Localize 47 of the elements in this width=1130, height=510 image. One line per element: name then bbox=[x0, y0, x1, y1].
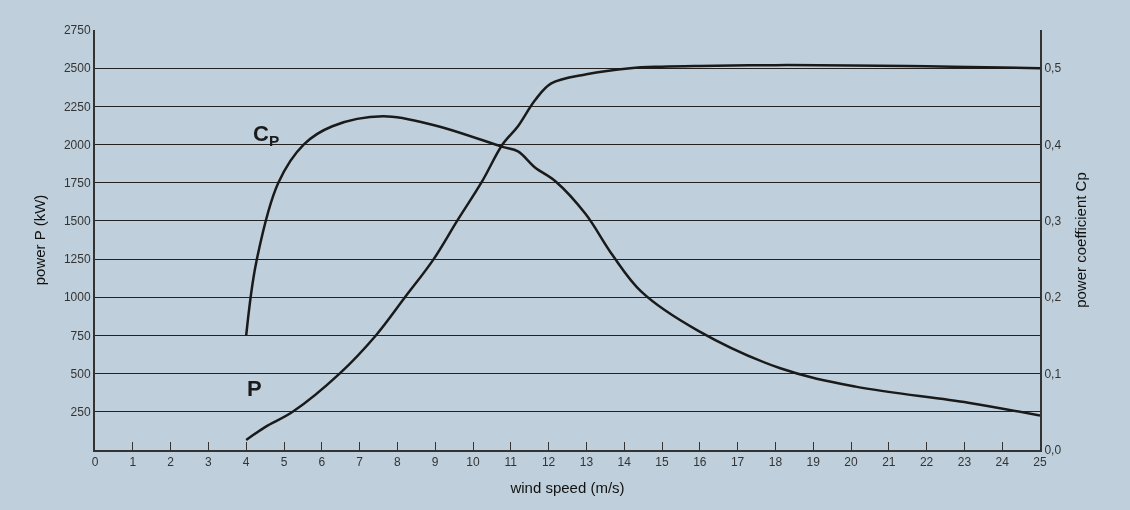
x-tick-label: 8 bbox=[394, 455, 402, 470]
y-tick-label: 2000 bbox=[63, 137, 91, 152]
y2-tick-label: 0,5 bbox=[1044, 61, 1062, 76]
x-tick-label: 4 bbox=[242, 455, 250, 470]
y-tick-label: 2500 bbox=[63, 61, 91, 76]
x-tick-label: 17 bbox=[730, 455, 745, 470]
x-tick-label: 15 bbox=[655, 455, 669, 470]
y-tick-label: 1000 bbox=[63, 290, 91, 305]
x-tick-label: 0 bbox=[91, 455, 99, 470]
x-tick-label: 6 bbox=[318, 455, 326, 470]
y2-tick-label: 0,0 bbox=[1044, 443, 1062, 458]
y-tick-label: 250 bbox=[70, 405, 91, 420]
x-tick-label: 23 bbox=[957, 455, 972, 470]
x-tick-label: 18 bbox=[768, 455, 783, 470]
y2-tick-label: 0,3 bbox=[1044, 214, 1062, 229]
x-tick-label: 12 bbox=[541, 455, 556, 470]
x-tick-label: 7 bbox=[356, 455, 364, 470]
x-tick-label: 14 bbox=[617, 455, 632, 470]
y-tick-label: 500 bbox=[70, 366, 91, 381]
x-tick-label: 10 bbox=[466, 455, 480, 470]
y2-tick-label: 0,2 bbox=[1044, 290, 1062, 305]
y2-tick-label: 0,4 bbox=[1044, 137, 1062, 152]
x-tick-label: 1 bbox=[129, 455, 137, 470]
x-tick-label: 21 bbox=[882, 455, 896, 470]
y-tick-label: 750 bbox=[70, 328, 91, 343]
y2-tick-label: 0,1 bbox=[1044, 366, 1062, 381]
y-tick-label: 1750 bbox=[63, 175, 91, 190]
series-label: P bbox=[247, 376, 262, 401]
x-tick-label: 16 bbox=[693, 455, 707, 470]
y-tick-label: 2250 bbox=[63, 99, 91, 114]
x-tick-label: 5 bbox=[280, 455, 288, 470]
x-tick-label: 24 bbox=[995, 455, 1010, 470]
y-tick-label: 2750 bbox=[63, 23, 91, 38]
x-axis-title: wind speed (m/s) bbox=[509, 478, 625, 496]
x-tick-label: 22 bbox=[919, 455, 934, 470]
x-tick-label: 19 bbox=[806, 455, 821, 470]
x-tick-label: 13 bbox=[579, 455, 594, 470]
x-tick-label: 20 bbox=[844, 455, 858, 470]
x-tick-label: 3 bbox=[205, 455, 213, 470]
y-tick-label: 1500 bbox=[63, 214, 91, 229]
y-axis-title: power P (kW) bbox=[30, 194, 48, 286]
y-tick-label: 1250 bbox=[63, 252, 91, 267]
x-tick-label: 11 bbox=[504, 455, 518, 470]
x-tick-label: 9 bbox=[431, 455, 439, 470]
y2-axis-title: power coefficient Cp bbox=[1071, 172, 1089, 308]
x-tick-label: 25 bbox=[1033, 455, 1047, 470]
x-tick-label: 2 bbox=[167, 455, 175, 470]
